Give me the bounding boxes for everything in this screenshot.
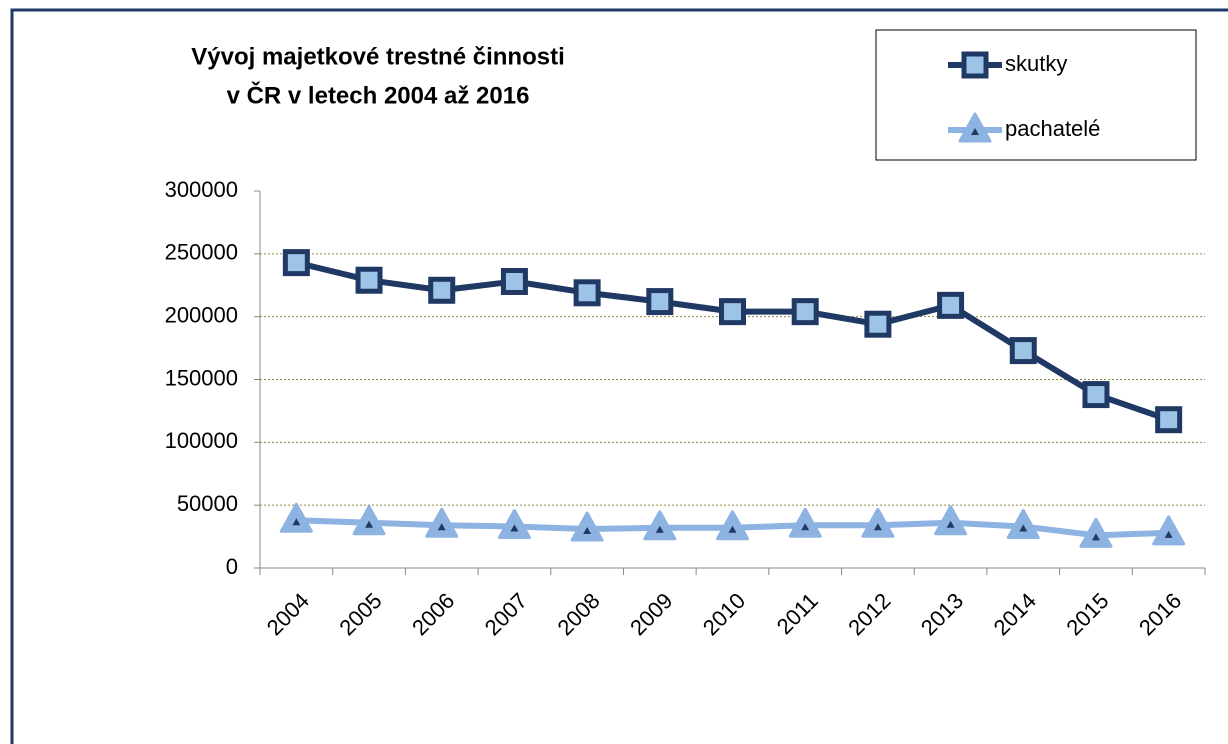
marker [570,511,604,542]
marker [282,249,310,277]
marker [352,505,386,536]
marker [1082,381,1110,409]
legend [875,29,1197,161]
marker [1152,515,1186,546]
marker [643,510,677,541]
marker [864,310,892,338]
y-tick-label: 150000 [165,365,238,390]
marker [428,276,456,304]
marker [788,507,822,538]
marker [1006,509,1040,540]
marker [646,288,674,316]
y-tick-label: 0 [226,554,238,579]
y-tick-label: 300000 [165,177,238,202]
marker [791,298,819,326]
chart-title: v ČR v letech 2004 až 2016 [227,81,530,109]
marker [1009,337,1037,365]
marker [716,510,749,541]
marker [861,507,895,538]
marker [279,502,313,533]
marker [573,279,601,307]
marker [1079,517,1113,548]
marker [961,51,989,79]
y-tick-label: 250000 [165,240,238,265]
y-tick-label: 100000 [165,428,238,453]
marker [937,291,965,319]
marker [355,266,383,294]
marker [1155,406,1183,434]
marker [497,509,531,540]
y-tick-label: 50000 [177,491,238,516]
marker [719,298,746,326]
legend-label: pachatelé [1005,116,1100,141]
y-tick-label: 200000 [165,302,238,327]
legend-label: skutky [1005,51,1067,76]
chart-title: Vývoj majetkové trestné činnosti [191,43,564,70]
marker [958,112,992,143]
marker [425,507,459,538]
marker [934,505,968,536]
marker [500,267,528,295]
